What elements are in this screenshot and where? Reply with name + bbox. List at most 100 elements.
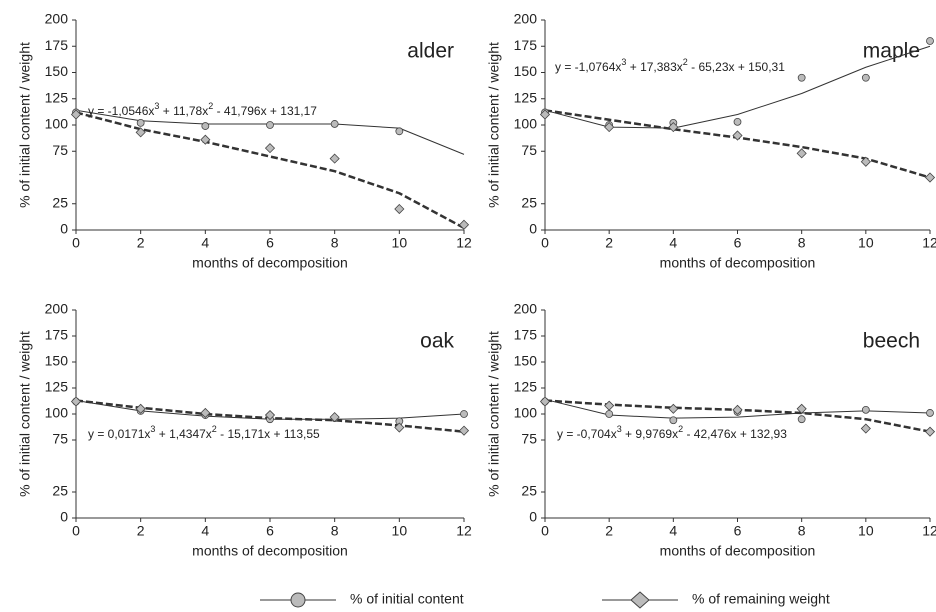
equation-part: + 17,383x	[626, 60, 682, 74]
trend-equation: y = 0,0171x3 + 1,4347x2 - 15,171x + 113,…	[88, 424, 320, 441]
y-tick-label: 175	[45, 327, 69, 343]
x-tick-label: 2	[137, 523, 145, 539]
weight-point	[135, 127, 146, 138]
panel-title: beech	[863, 330, 920, 353]
trend-equation: y = -0,704x3 + 9,9769x2 - 42,476x + 132,…	[557, 424, 787, 441]
weight-point	[732, 130, 743, 141]
x-axis-label: months of decomposition	[660, 255, 816, 271]
trend-line	[75, 111, 465, 230]
y-tick-label: 75	[52, 142, 68, 158]
content-point	[669, 416, 678, 425]
equation-part: y = -1,0546x	[88, 104, 154, 118]
x-tick-label: 0	[72, 235, 80, 251]
y-axis-label: % of initial content / weight	[17, 331, 33, 497]
x-axis-label: months of decomposition	[192, 543, 348, 559]
content-point	[395, 127, 404, 136]
weight-point	[604, 400, 615, 411]
x-tick-label: 4	[201, 235, 209, 251]
y-tick-label: 100	[45, 405, 69, 421]
y-tick-label: 150	[514, 63, 538, 79]
x-tick-label: 10	[392, 235, 408, 251]
weight-point	[668, 403, 679, 414]
y-tick-label: 200	[45, 11, 69, 27]
content-point	[926, 409, 934, 417]
content-point	[136, 119, 145, 127]
weight-point	[394, 422, 405, 433]
x-tick-label: 12	[922, 523, 936, 539]
y-tick-label: 200	[514, 11, 538, 27]
equation-part: - 65,23x + 150,31	[688, 60, 785, 74]
y-tick-label: 125	[45, 379, 69, 395]
weight-point	[329, 412, 340, 423]
x-tick-label: 6	[266, 235, 274, 251]
x-tick-label: 10	[858, 523, 874, 539]
x-tick-label: 2	[137, 235, 145, 251]
weight-point	[860, 156, 871, 167]
y-tick-label: 100	[45, 116, 69, 132]
panel-title: alder	[407, 40, 454, 63]
equation-exponent: 3	[154, 101, 159, 111]
content-point	[797, 73, 806, 82]
y-tick-label: 200	[45, 301, 69, 317]
y-tick-label: 175	[514, 37, 538, 53]
y-tick-label: 200	[514, 301, 538, 317]
equation-part: + 11,78x	[159, 104, 208, 118]
weight-point	[796, 148, 807, 159]
legend-marker	[630, 591, 650, 609]
y-tick-label: 175	[45, 37, 69, 53]
x-tick-label: 2	[605, 523, 613, 539]
equation-exponent: 3	[621, 57, 626, 67]
y-axis-label: % of initial content / weight	[486, 331, 502, 497]
legend-label: % of remaining weight	[692, 591, 830, 607]
content-point	[733, 117, 742, 126]
x-axis-label: months of decomposition	[660, 543, 816, 559]
weight-point	[200, 134, 211, 145]
content-point	[460, 410, 468, 418]
trend-equation: y = -1,0546x3 + 11,78x2 - 41,796x + 131,…	[88, 101, 317, 118]
equation-exponent: 2	[683, 57, 688, 67]
panel-title: maple	[863, 40, 920, 63]
content-point	[605, 410, 614, 418]
weight-point	[329, 153, 340, 164]
equation-part: - 15,171x + 113,55	[217, 427, 320, 441]
y-tick-label: 100	[514, 405, 538, 421]
weight-point	[70, 396, 82, 407]
weight-point	[394, 203, 405, 215]
y-tick-label: 0	[529, 509, 537, 525]
weight-point	[70, 109, 82, 120]
legend-marker	[290, 592, 306, 608]
x-tick-label: 6	[734, 235, 742, 251]
trend-equation: y = -1,0764x3 + 17,383x2 - 65,23x + 150,…	[555, 57, 785, 74]
y-tick-label: 175	[514, 327, 538, 343]
equation-exponent: 2	[208, 101, 213, 111]
x-tick-label: 8	[798, 235, 806, 251]
legend-label: % of initial content	[350, 591, 464, 607]
x-tick-label: 0	[72, 523, 80, 539]
weight-point	[458, 425, 470, 436]
weight-point	[539, 109, 551, 120]
y-tick-label: 25	[52, 194, 68, 210]
y-tick-label: 150	[514, 353, 538, 369]
content-point	[861, 73, 870, 82]
y-tick-label: 0	[60, 509, 68, 525]
content-point	[266, 121, 274, 129]
weight-point	[860, 423, 871, 434]
equation-exponent: 2	[212, 424, 217, 434]
y-tick-label: 150	[45, 63, 69, 79]
x-tick-label: 8	[331, 235, 339, 251]
x-tick-label: 8	[798, 523, 806, 539]
y-tick-label: 0	[60, 221, 68, 237]
panel-title: oak	[420, 330, 454, 353]
y-tick-label: 150	[45, 353, 69, 369]
weight-point	[539, 396, 551, 407]
weight-point	[604, 122, 615, 133]
weight-point	[924, 172, 936, 183]
equation-part: y = -1,0764x	[555, 60, 621, 74]
y-tick-label: 75	[521, 142, 537, 158]
equation-exponent: 3	[150, 424, 155, 434]
equation-part: - 42,476x + 132,93	[683, 427, 787, 441]
x-tick-label: 12	[456, 235, 472, 251]
weight-point	[458, 219, 470, 230]
y-tick-label: 125	[514, 89, 538, 105]
